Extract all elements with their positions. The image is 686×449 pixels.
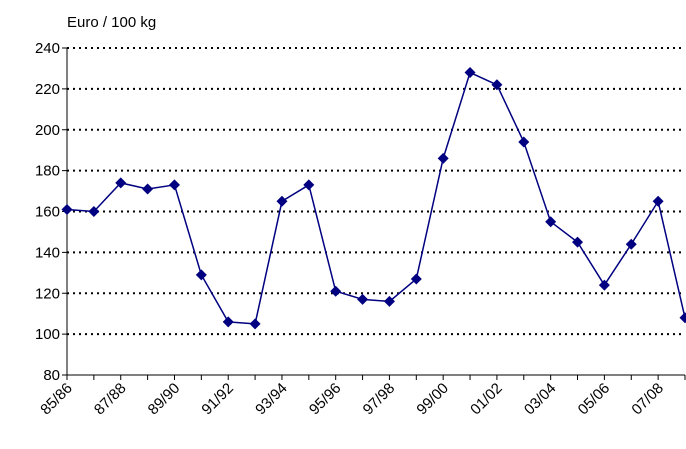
y-axis-label: Euro / 100 kg (67, 14, 156, 31)
x-tick-label: 05/06 (575, 380, 614, 419)
data-point (222, 316, 234, 328)
data-point (491, 79, 503, 91)
data-point (88, 206, 100, 217)
x-tick-label: 97/98 (360, 380, 399, 419)
data-point (679, 312, 686, 324)
x-tick-label: 01/02 (467, 380, 506, 419)
y-tick-label: 240 (35, 40, 60, 57)
data-line (66, 71, 686, 325)
data-point (518, 136, 530, 148)
x-tick-label: 07/08 (628, 380, 667, 419)
x-tick-label: 91/92 (198, 380, 237, 419)
x-tick-label: 03/04 (521, 380, 560, 419)
data-point (598, 279, 610, 291)
data-point (276, 195, 288, 207)
data-point (625, 238, 637, 250)
data-point (195, 269, 207, 281)
x-tick-label: 99/00 (413, 380, 452, 419)
y-tick-label: 200 (35, 122, 60, 139)
data-point (357, 293, 369, 305)
x-tick-label: 89/90 (145, 380, 184, 419)
data-point (545, 216, 557, 228)
data-point (652, 195, 664, 207)
data-point (168, 179, 180, 191)
data-point (142, 183, 154, 195)
y-tick-label: 160 (35, 204, 60, 221)
data-point (61, 203, 73, 215)
y-tick-label: 180 (35, 163, 60, 180)
data-point (330, 285, 342, 297)
x-tick-label: 85/86 (37, 380, 76, 419)
data-point (115, 177, 127, 189)
x-tick-label: 95/96 (306, 380, 345, 419)
y-tick-label: 140 (35, 244, 60, 261)
x-tick-label: 93/94 (252, 380, 291, 419)
data-point (437, 152, 449, 164)
data-point (249, 318, 261, 330)
data-point (303, 179, 315, 191)
y-tick-label: 80 (43, 367, 60, 384)
y-tick-label: 100 (35, 326, 60, 343)
data-point (464, 67, 476, 79)
x-tick-label: 87/88 (91, 380, 130, 419)
y-tick-label: 120 (35, 285, 60, 302)
y-tick-label: 220 (35, 81, 60, 98)
data-point (572, 236, 584, 248)
data-point (410, 273, 422, 285)
data-point (383, 295, 395, 307)
